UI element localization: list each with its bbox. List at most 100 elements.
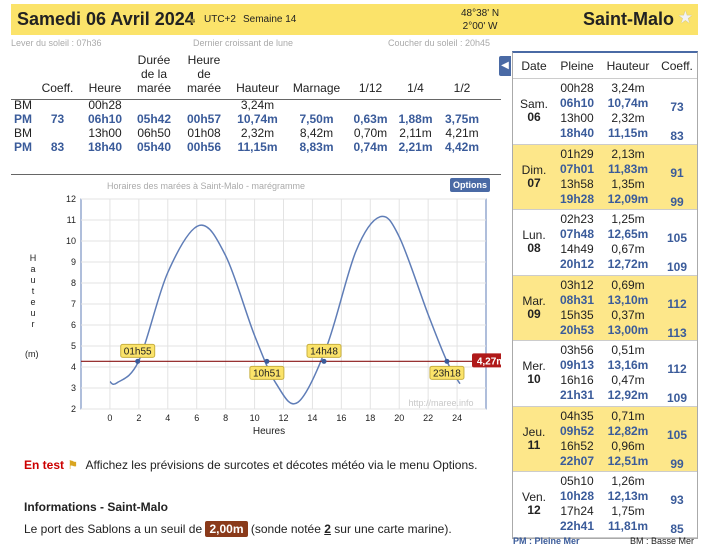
tide-height: 1,26m — [611, 474, 645, 489]
time-label-box — [306, 343, 342, 358]
day-row[interactable]: Sam. 06 00h28 06h10 13h00 18h40 3,24m 10,74m 2,3… — [513, 79, 697, 145]
date-dropdown-icon[interactable]: ▼ — [188, 16, 197, 26]
table-divider — [11, 99, 501, 100]
tide-height: 0,51m — [611, 343, 645, 358]
tide-time: 17h24 — [560, 504, 594, 519]
cell-marnage — [285, 98, 348, 112]
collapse-arrow-icon[interactable]: ◀ — [499, 56, 511, 76]
col-1-12: 1/12 — [358, 81, 383, 95]
page-title-date: Samedi 06 Avril 2024 — [17, 9, 195, 29]
x-tick-label: 16 — [336, 413, 346, 423]
info-title: Informations - Saint-Malo — [24, 500, 168, 514]
coordinates: 48°38' N 2°00' W — [461, 8, 500, 32]
tide-height: 13,00m — [607, 322, 649, 337]
options-button[interactable]: Options — [450, 178, 490, 192]
tide-height: 1,75m — [611, 504, 645, 519]
day-number: 11 — [527, 437, 541, 452]
seuil-badge: 2,00m — [205, 521, 248, 537]
x-axis-label: Heures — [253, 426, 285, 437]
utc-label: UTC+2 — [204, 14, 236, 25]
tide-time: 07h48 — [559, 227, 595, 242]
coeff-value: 109 — [666, 260, 688, 274]
day-row[interactable]: Jeu. 11 04h35 09h52 16h52 22h07 0,71m 12,82m 0,9… — [513, 406, 697, 472]
day-number: 08 — [527, 241, 541, 256]
x-tick-label: 4 — [165, 413, 170, 423]
day-row[interactable]: Dim. 07 01h29 07h01 13h58 19h28 2,13m 11,83m 1,3… — [513, 144, 697, 210]
table-row: BM 13h00 06h50 01h08 2,32m 8,42m 0,70m 2,11m 4,2… — [11, 126, 486, 140]
table-row: BM 00h28 3,24m — [11, 98, 486, 112]
en-test-text: Affichez les prévisions de surcotes et d… — [85, 458, 478, 472]
time-label-box — [249, 365, 285, 380]
tide-time: 02h23 — [560, 212, 594, 227]
day-row[interactable]: Lun. 08 02h23 07h48 14h49 20h12 1,25m 12,65m 0,6… — [513, 210, 697, 276]
tide-time: 18h40 — [559, 126, 595, 141]
coeff-value: 109 — [666, 391, 688, 405]
sunrise-text: Lever du soleil : 07h36 — [11, 38, 102, 48]
legend-bm: BM : Basse Mer — [630, 536, 695, 546]
table-row: PM 73 06h10 05h42 00h57 10,74m 7,50m 0,63m 1,88m… — [11, 112, 486, 126]
cell-type: BM — [14, 98, 32, 112]
crossing-time-label: 10h51 — [253, 368, 281, 379]
tide-chart: Horaires des marées à Saint-Malo - marég… — [25, 181, 501, 437]
side-col-date: Date — [521, 58, 547, 73]
cell-d12: 0,74m — [353, 140, 388, 154]
table-row: PM 83 18h40 05h40 00h56 11,15m 8,83m 0,74m 2,21m… — [11, 140, 486, 154]
legend-pm: PM : Pleine Mer — [513, 536, 580, 546]
y-tick-label: 11 — [67, 215, 76, 225]
city-name: Saint-Malo — [582, 9, 674, 29]
coeff-value: 73 — [670, 100, 684, 114]
tide-height: 12,82m — [607, 423, 649, 438]
week-label: Semaine 14 — [243, 14, 297, 25]
day-number: 09 — [527, 306, 541, 321]
day-row[interactable]: Mer. 10 03h56 09h13 16h16 21h31 0,51m 13,16m 0,4… — [513, 341, 697, 407]
cell-duree: 06h50 — [137, 126, 171, 140]
tide-time: 07h01 — [559, 161, 595, 176]
day-row[interactable]: Mar. 09 03h12 08h31 15h35 20h53 0,69m 13,10m 0,3… — [513, 275, 697, 341]
cell-duree: 05h40 — [136, 140, 172, 154]
tide-height: 11,15m — [607, 126, 649, 141]
day-name: Ven. — [521, 490, 547, 505]
coeff-value: 91 — [670, 165, 684, 180]
y-tick-label: 5 — [71, 341, 76, 351]
x-tick-label: 10 — [250, 413, 260, 423]
y-tick-label: 9 — [71, 257, 76, 267]
y-tick-label: 2 — [71, 404, 76, 414]
crossing-point — [264, 358, 270, 364]
tide-time: 08h31 — [559, 292, 595, 307]
col-1-2: 1/2 — [453, 81, 471, 95]
tide-height: 13,16m — [607, 358, 649, 373]
tide-time: 01h29 — [560, 146, 594, 161]
day-name: Sam. — [519, 97, 548, 112]
cell-marnage: 8,42m — [299, 126, 334, 140]
table-divider — [11, 174, 501, 175]
cell-d4: 1,88m — [398, 112, 433, 126]
day-name: Lun. — [522, 228, 546, 243]
side-col-coeff: Coeff. — [661, 58, 693, 73]
sunset-text: Coucher du soleil : 20h45 — [388, 38, 491, 48]
cell-heure: 06h10 — [87, 112, 123, 126]
day-row[interactable]: Ven. 12 05h10 10h28 17h24 22h41 1,26m 12,13m 1,7… — [513, 472, 697, 538]
tide-time: 21h31 — [559, 388, 595, 403]
day-name: Mar. — [522, 293, 546, 308]
favorite-star-icon[interactable]: ★ — [677, 8, 693, 27]
tide-time: 16h52 — [560, 438, 594, 453]
day-name: Dim. — [521, 162, 547, 177]
tide-curve — [109, 215, 461, 405]
tide-height: 12,09m — [607, 191, 649, 206]
tide-time: 13h00 — [560, 111, 594, 126]
coeff-value: 112 — [667, 362, 687, 376]
coeff-value: 93 — [670, 493, 684, 507]
cell-marnage: 7,50m — [299, 112, 334, 126]
crossing-point — [135, 358, 141, 364]
tide-time: 22h07 — [559, 453, 595, 468]
side-col-pleine: Pleine — [560, 58, 594, 73]
cell-heure_maree: 00h56 — [186, 140, 222, 154]
sonde-value: 2 — [324, 522, 331, 536]
tide-height: 0,47m — [611, 373, 645, 388]
tide-height: 11,83m — [607, 161, 649, 176]
cell-d12: 0,70m — [353, 126, 388, 140]
tide-height: 2,32m — [611, 111, 645, 126]
day-number: 10 — [527, 372, 541, 387]
x-tick-label: 18 — [365, 413, 375, 423]
cell-heure_maree — [178, 98, 230, 112]
